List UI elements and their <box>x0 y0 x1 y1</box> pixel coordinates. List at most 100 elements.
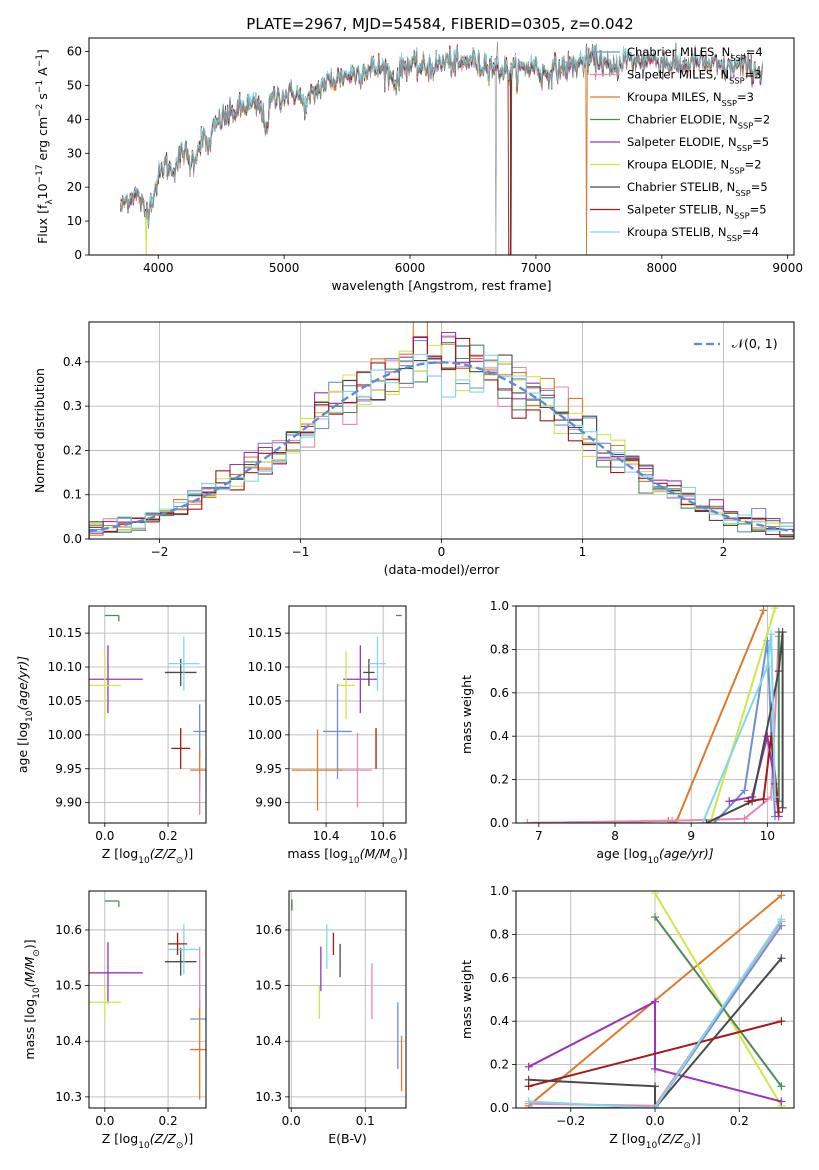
y-axis-label-part: 10 <box>32 987 42 999</box>
y-axis-label-part: −1 <box>35 80 45 93</box>
y-axis-label: mass [log10(M/M⊙)] <box>22 939 42 1059</box>
error-bar-point-salpeter-miles <box>343 732 372 808</box>
x-tick-label: 0.0 <box>645 1114 664 1128</box>
error-bar-point-chabrier-miles <box>193 704 206 759</box>
y-tick-label: 1.0 <box>490 884 509 898</box>
mass-vs-metallicity-panel: 0.0 0.210.310.410.510.6Z [log10(Z/Z⊙)]mas… <box>22 890 207 1151</box>
x-tick-label: 4000 <box>143 261 174 275</box>
x-axis-label-part: 10 <box>648 856 660 866</box>
weight-line-kroupa-miles <box>527 609 765 823</box>
y-tick-label: 0.6 <box>490 686 509 700</box>
error-bar-point-salpeter-stelib <box>168 932 188 955</box>
error-bar-point-chabrier-miles <box>323 683 352 779</box>
y-axis-label: Normed distribution <box>32 368 47 493</box>
y-tick-label: 40 <box>67 112 82 126</box>
legend-label-value: =4 <box>742 225 759 239</box>
y-tick-label: 10.3 <box>55 1090 82 1104</box>
y-tick-label: 60 <box>67 45 82 59</box>
x-tick-label: −1 <box>292 545 310 559</box>
weight-line-kroupa-elodie <box>709 607 776 823</box>
x-tick-label: 7000 <box>521 261 552 275</box>
legend-label-subscript: SSP <box>738 121 753 131</box>
y-tick-label: 20 <box>67 180 82 194</box>
y-tick-label: 0.6 <box>490 971 509 985</box>
y-tick-label: 50 <box>67 78 82 92</box>
axes-frame <box>288 605 407 824</box>
normal-curve <box>89 361 794 533</box>
y-axis-label: Flux [fλ10−17 erg cm−2 s−1 A−1] <box>35 49 55 244</box>
legend-label-value: =5 <box>752 135 769 149</box>
y-axis-label-part: s <box>35 93 50 104</box>
x-tick-label: 6000 <box>395 261 426 275</box>
figure-title: PLATE=2967, MJD=54584, FIBERID=0305, z=0… <box>246 15 633 33</box>
legend-label-subscript: SSP <box>730 53 745 63</box>
y-axis-label-part: (M/M <box>22 957 37 988</box>
y-axis-label-part: Normed distribution <box>32 368 47 493</box>
legend-label-subscript: SSP <box>737 143 752 153</box>
x-tick-label: 0.2 <box>730 1114 749 1128</box>
legend-label-subscript: SSP <box>735 188 750 198</box>
legend-label-text: Chabrier MILES, N <box>627 45 730 59</box>
x-tick-label: 0.0 <box>95 829 114 843</box>
x-tick-label: 1 <box>579 545 587 559</box>
x-tick-label: 10.4 <box>313 829 340 843</box>
x-axis-label: E(B-V) <box>328 1131 367 1146</box>
error-bar-point-kroupa-elodie <box>337 651 355 720</box>
histogram-kroupa-stelib <box>89 353 794 539</box>
x-axis-label-part: wavelength [Angstrom, rest frame] <box>331 278 551 293</box>
weight-line-kroupa-elodie <box>654 892 783 1107</box>
axes-frame <box>515 605 795 824</box>
x-tick-label: 0 <box>438 545 446 559</box>
x-axis-label: Z [log10(Z/Z⊙)] <box>609 1131 700 1151</box>
x-axis-label: Z [log10(Z/Z⊙)] <box>102 1131 193 1151</box>
y-tick-label: 0.4 <box>63 355 82 369</box>
y-axis-label-part: )] <box>22 939 37 949</box>
x-tick-label: −0.2 <box>556 1114 585 1128</box>
weight-line-kroupa-stelib <box>701 634 776 823</box>
y-tick-label: 10.6 <box>55 923 82 937</box>
legend-label-text: Kroupa MILES, N <box>627 90 722 104</box>
observed-spectrum-line <box>120 41 763 255</box>
legend-label-normal: 𝒩(0, 1) <box>732 336 778 351</box>
x-axis-label-part: mass [log <box>287 846 348 861</box>
legend-label-kroupa-elodie: Kroupa ELODIE, NSSP=2 <box>627 158 762 176</box>
weight-line-chabrier-miles <box>528 925 783 1108</box>
y-axis-label: mass weight <box>459 960 474 1039</box>
age-vs-mass-plot-area <box>291 614 402 811</box>
legend-label-subscript: SSP <box>722 98 737 108</box>
weight-line-chabrier-elodie <box>654 916 783 1087</box>
y-tick-label: 0.3 <box>63 399 82 413</box>
error-bar-point-salpeter-stelib <box>171 728 191 769</box>
y-axis-label-part: mass [log <box>22 999 37 1060</box>
y-tick-label: 9.95 <box>255 762 282 776</box>
x-axis-label-part: (Z/Z <box>657 1131 684 1146</box>
y-tick-label: 0.2 <box>490 1058 509 1072</box>
legend-label-salpeter-elodie: Salpeter ELODIE, NSSP=5 <box>627 135 769 153</box>
error-bar-point-kroupa-miles <box>291 729 344 811</box>
y-tick-label: 10.3 <box>255 1090 282 1104</box>
y-tick-label: 10.05 <box>48 694 82 708</box>
legend-label-text: Chabrier ELODIE, N <box>627 113 738 127</box>
error-bar-point-kroupa-elodie <box>89 651 121 720</box>
axes-frame <box>288 890 407 1109</box>
y-axis-label-part: 10 <box>35 183 50 199</box>
y-tick-label: 10.4 <box>255 1034 282 1048</box>
y-axis-label-part: Flux [f <box>35 204 50 244</box>
y-tick-label: 0.0 <box>490 1101 509 1115</box>
weight-line-salpeter-elodie <box>528 1000 782 1103</box>
y-tick-label: 0.2 <box>63 443 82 457</box>
mass-vs-ebv-panel: 0.0 0.1 10.3 10.4 10.5 10.6 E(B-V) <box>255 890 407 1146</box>
y-axis-label-part: A <box>35 67 50 80</box>
x-axis-label-part: (M/M <box>360 846 391 861</box>
spectrum-panel: 4000 5000 6000 7000 8000 9000 0 10 20 30 40 50 60 wav… <box>35 37 803 293</box>
error-bar-point-chabrier-elodie <box>104 900 120 908</box>
x-axis-label-part: 10 <box>138 1141 150 1151</box>
y-axis-label-part: (age/yr)] <box>15 656 30 711</box>
y-tick-label: 9.90 <box>255 796 282 810</box>
residual-histogram-panel: −2 −1 0 1 2 0.0 0.1 0.2 0.3 0.4 (data-model)/error… <box>32 321 795 577</box>
x-axis-label-part: 10 <box>348 856 360 866</box>
legend-label-value: =5 <box>751 180 768 194</box>
x-axis-label-part: Z [log <box>102 1131 138 1146</box>
y-axis-label-part: ] <box>35 49 50 54</box>
x-axis-label-part: (Z/Z <box>150 846 177 861</box>
